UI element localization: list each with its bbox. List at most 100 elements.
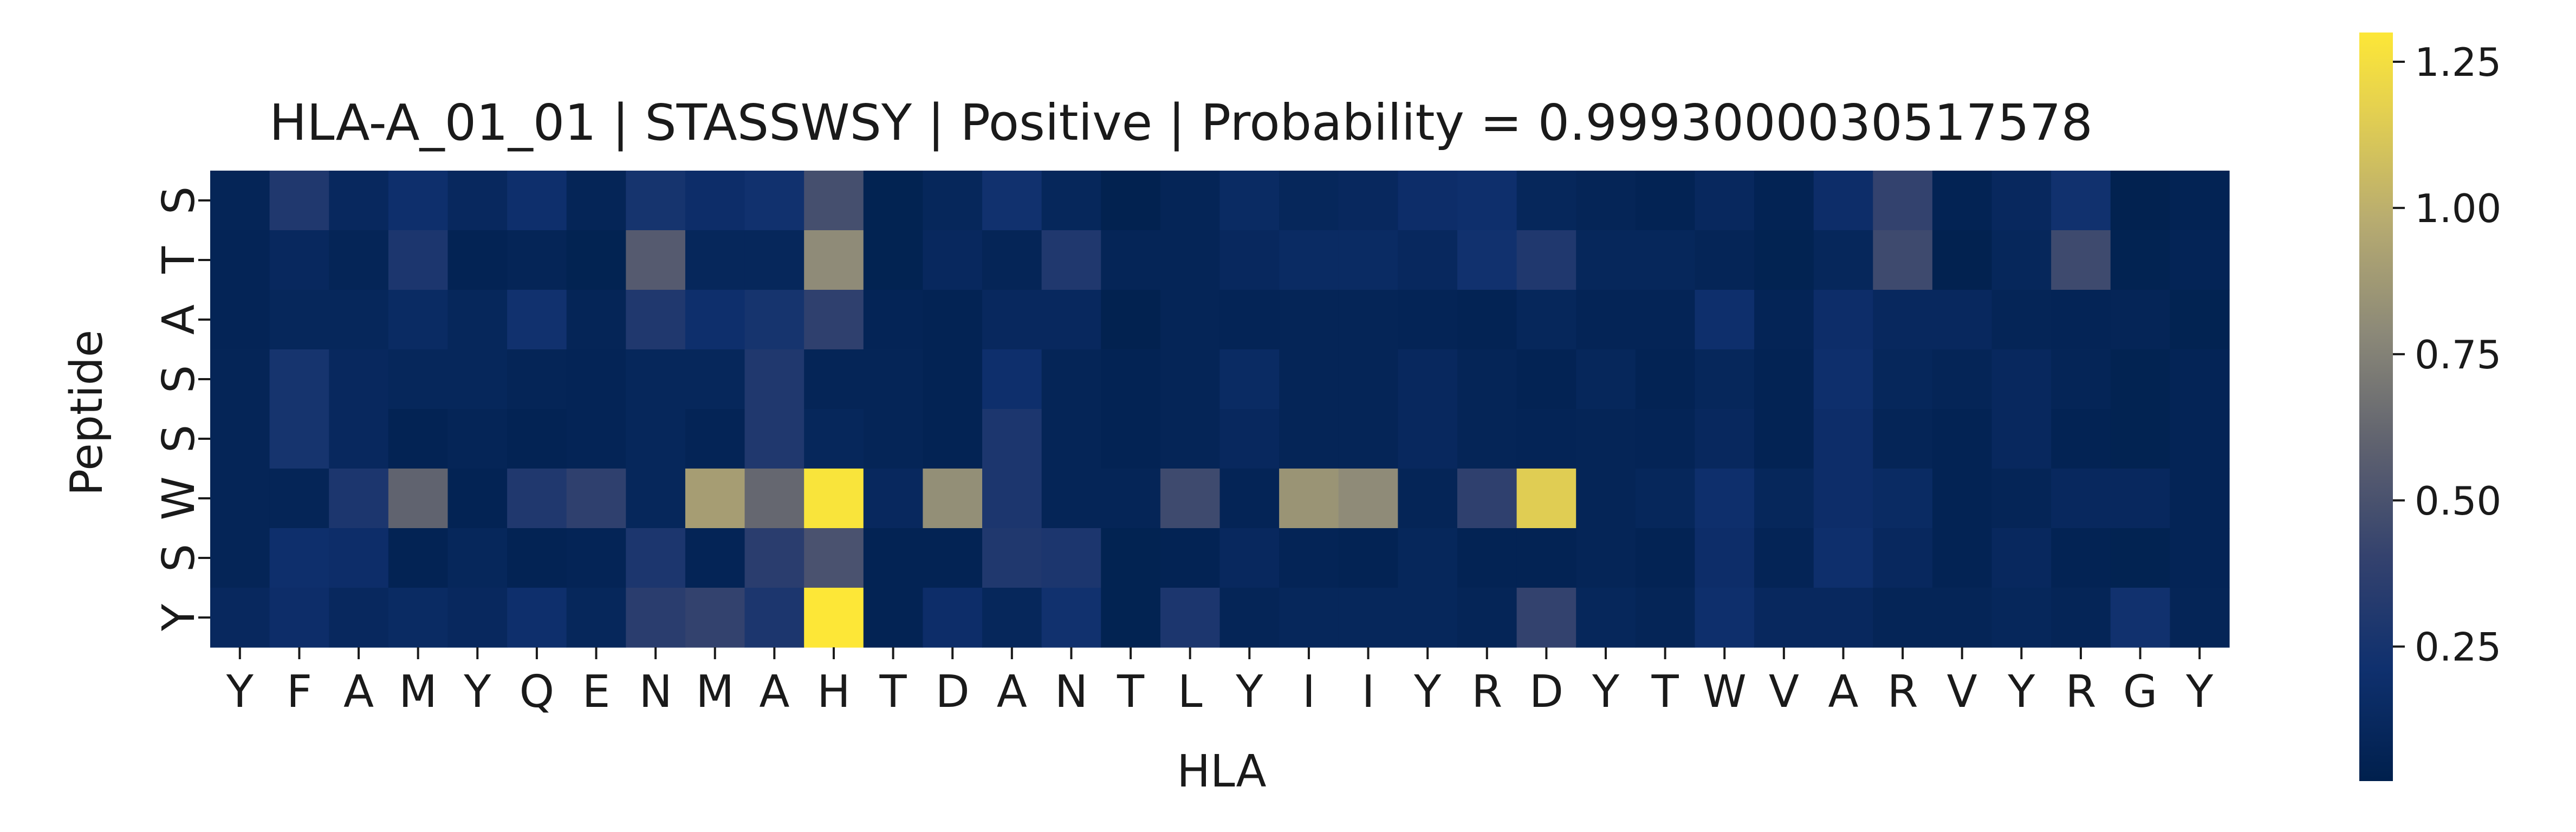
heatmap-cell <box>2110 171 2170 231</box>
heatmap-cell <box>2110 349 2170 410</box>
heatmap-cell <box>388 349 449 410</box>
heatmap-cell <box>1516 409 1576 469</box>
x-tick-label: Y <box>2185 666 2214 718</box>
heatmap-cell <box>1219 349 1280 410</box>
heatmap-cell <box>685 230 745 290</box>
y-tick-label: S <box>153 544 205 572</box>
heatmap-cell <box>1101 349 1161 410</box>
heatmap-cell <box>1991 349 2052 410</box>
heatmap-cell <box>329 469 389 529</box>
heatmap-cell <box>1398 409 1458 469</box>
heatmap-cell <box>804 230 864 290</box>
heatmap-cell <box>329 409 389 469</box>
y-tick-label: S <box>153 186 205 214</box>
heatmap-cell <box>507 290 567 350</box>
heatmap-cell <box>566 349 626 410</box>
heatmap-cell <box>210 290 270 350</box>
heatmap-cell <box>626 469 686 529</box>
heatmap-cell <box>2170 528 2230 588</box>
heatmap-cell <box>566 230 626 290</box>
heatmap-cell <box>2170 230 2230 290</box>
heatmap-cell <box>1279 230 1339 290</box>
heatmap-cell <box>1991 469 2052 529</box>
heatmap-cell <box>1635 230 1696 290</box>
heatmap-cell <box>2051 171 2111 231</box>
heatmap-cell <box>1813 171 1873 231</box>
heatmap-cell <box>1991 171 2052 231</box>
heatmap-cell <box>269 230 329 290</box>
heatmap-cell <box>1338 230 1398 290</box>
x-tick-label: R <box>1471 666 1502 718</box>
heatmap-cell <box>1101 588 1161 648</box>
y-axis-ticks: STASSWSY <box>153 186 210 632</box>
heatmap-cell <box>2170 290 2230 350</box>
heatmap-cell <box>1695 171 1755 231</box>
heatmap-cell <box>566 469 626 529</box>
heatmap-cell <box>447 171 508 231</box>
heatmap-cell <box>1695 588 1755 648</box>
heatmap-cell <box>1754 230 1814 290</box>
heatmap-cell <box>1932 171 1993 231</box>
heatmap-cell <box>804 588 864 648</box>
heatmap-cell <box>1457 171 1517 231</box>
heatmap-cell <box>1516 528 1576 588</box>
heatmap-cell <box>1160 230 1221 290</box>
heatmap-cell <box>447 528 508 588</box>
heatmap-cell <box>2170 409 2230 469</box>
heatmap-cell <box>1813 349 1873 410</box>
heatmap-cell <box>269 290 329 350</box>
heatmap-cell <box>1398 290 1458 350</box>
heatmap-cell <box>1754 409 1814 469</box>
heatmap-cell <box>2051 230 2111 290</box>
heatmap-cell <box>1219 469 1280 529</box>
x-tick-label: Q <box>520 666 555 718</box>
heatmap-cell <box>1576 469 1636 529</box>
heatmap-cell <box>1160 349 1221 410</box>
heatmap-cell <box>1457 230 1517 290</box>
x-tick-label: E <box>582 666 611 718</box>
heatmap-cell <box>269 469 329 529</box>
heatmap-cell <box>1398 588 1458 648</box>
heatmap-cell <box>744 469 804 529</box>
heatmap-cell <box>982 230 1042 290</box>
heatmap-cell <box>507 588 567 648</box>
heatmap-cell <box>1219 171 1280 231</box>
heatmap-cell <box>507 349 567 410</box>
x-tick-label: A <box>759 666 789 718</box>
colorbar-tick-label: 0.75 <box>2415 332 2501 378</box>
heatmap-cell <box>1695 528 1755 588</box>
x-tick-label: R <box>1887 666 1918 718</box>
heatmap-cell <box>982 528 1042 588</box>
heatmap-cell <box>329 230 389 290</box>
heatmap-cell <box>2051 469 2111 529</box>
x-tick-label: A <box>997 666 1027 718</box>
heatmap-cell <box>1695 290 1755 350</box>
heatmap-cell <box>1457 349 1517 410</box>
heatmap-cell <box>447 409 508 469</box>
heatmap-cell <box>744 528 804 588</box>
x-tick-label: N <box>1055 666 1088 718</box>
y-axis-label: Peptide <box>61 330 113 496</box>
x-tick-label: Y <box>463 666 491 718</box>
heatmap-cell <box>1635 171 1696 231</box>
heatmap-cell <box>1160 469 1221 529</box>
heatmap-cell <box>2051 409 2111 469</box>
colorbar-ticks: 0.25 0.50 0.75 1.00 1.25 <box>2393 40 2501 670</box>
x-tick-label: Y <box>1413 666 1442 718</box>
heatmap-cell <box>685 528 745 588</box>
x-tick-label: I <box>1302 666 1315 718</box>
heatmap-cell <box>2170 349 2230 410</box>
heatmap-cell <box>1101 469 1161 529</box>
heatmap-cell <box>1991 290 2052 350</box>
x-tick-label: Y <box>2007 666 2035 718</box>
heatmap-cell <box>1219 588 1280 648</box>
heatmap-cell <box>210 171 270 231</box>
heatmap-cell <box>982 469 1042 529</box>
x-tick-label: D <box>936 666 970 718</box>
heatmap-cell <box>1576 409 1636 469</box>
heatmap-cell <box>1695 230 1755 290</box>
heatmap-cell <box>1338 469 1398 529</box>
y-tick-label: Y <box>153 603 205 632</box>
heatmap-cell <box>982 171 1042 231</box>
heatmap-cell <box>1101 171 1161 231</box>
